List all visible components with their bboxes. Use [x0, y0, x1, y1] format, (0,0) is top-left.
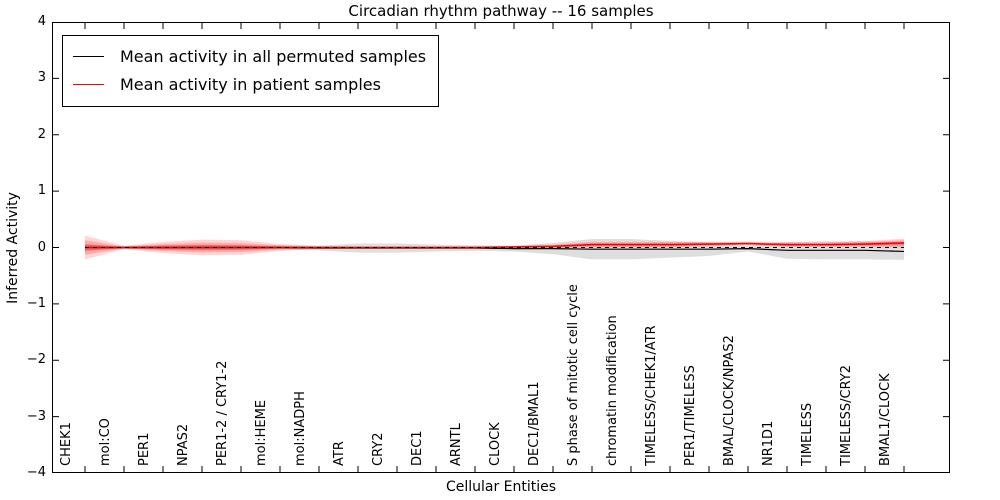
- x-category-label: BMAL1/CLOCK: [878, 373, 893, 466]
- x-category-label: PER1: [137, 432, 152, 466]
- y-tick-label: 0: [37, 239, 46, 255]
- y-tick-label: 4: [37, 14, 46, 29]
- axes-frame: [52, 22, 950, 473]
- legend-item-permuted: Mean activity in all permuted samples: [73, 42, 426, 70]
- x-category-label: ARNTL: [449, 423, 464, 466]
- legend: Mean activity in all permuted samples Me…: [62, 35, 440, 107]
- y-tick-label: −2: [26, 352, 46, 368]
- x-category-label: mol:NADPH: [293, 391, 308, 466]
- legend-label-permuted: Mean activity in all permuted samples: [120, 46, 427, 66]
- x-category-label: ATR: [332, 441, 347, 466]
- patient-line-swatch: [73, 83, 104, 85]
- y-tick-label: 1: [37, 183, 46, 199]
- x-category-label: NR1D1: [761, 420, 776, 466]
- x-category-label: CHEK1: [59, 422, 74, 466]
- x-category-label: TIMELESS/CRY2: [839, 364, 854, 466]
- x-category-label: NPAS2: [176, 423, 191, 466]
- x-category-label: TIMELESS: [800, 402, 815, 466]
- x-category-label: CLOCK: [488, 422, 503, 466]
- y-tick-label: −3: [26, 408, 46, 424]
- plot-area: [52, 22, 950, 473]
- x-category-label: TIMELESS/CHEK1/ATR: [644, 325, 659, 466]
- x-category-label: DEC1/BMAL1: [527, 381, 542, 467]
- y-tick-label: 3: [37, 70, 46, 86]
- x-category-label: chromatin modification: [605, 315, 620, 466]
- y-tick-label: −1: [26, 295, 46, 311]
- permuted-line-swatch: [73, 55, 104, 57]
- legend-label-patient: Mean activity in patient samples: [120, 74, 381, 94]
- legend-item-patient: Mean activity in patient samples: [73, 70, 426, 98]
- y-tick-label: −4: [26, 465, 46, 480]
- y-tick-label: 2: [37, 126, 46, 142]
- x-category-label: PER1/TIMELESS: [683, 365, 698, 466]
- x-category-label: DEC1: [410, 430, 425, 466]
- x-category-label: PER1-2 / CRY1-2: [215, 360, 230, 466]
- x-category-label: mol:HEME: [254, 399, 269, 466]
- x-category-label: mol:CO: [98, 418, 113, 466]
- x-category-label: CRY2: [371, 432, 386, 467]
- x-category-label: S phase of mitotic cell cycle: [566, 284, 581, 466]
- x-axis-label: Cellular Entities: [445, 479, 557, 495]
- x-category-label: BMAL/CLOCK/NPAS2: [722, 335, 737, 466]
- chart-title: Circadian rhythm pathway -- 16 samples: [348, 2, 654, 20]
